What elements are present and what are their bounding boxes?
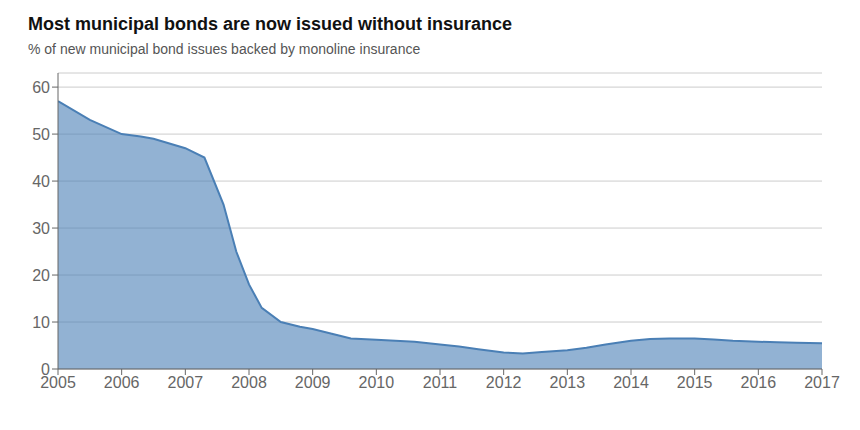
svg-text:0: 0 — [41, 361, 50, 378]
svg-text:2014: 2014 — [613, 374, 649, 391]
svg-text:2017: 2017 — [804, 374, 840, 391]
svg-text:40: 40 — [32, 173, 50, 190]
svg-text:2008: 2008 — [231, 374, 267, 391]
svg-text:30: 30 — [32, 220, 50, 237]
svg-text:2012: 2012 — [486, 374, 522, 391]
svg-text:2010: 2010 — [359, 374, 395, 391]
svg-text:2015: 2015 — [677, 374, 713, 391]
svg-text:2006: 2006 — [104, 374, 140, 391]
html-text:Most municipal bonds are now i: Most municipal bonds are now issued with… — [28, 14, 513, 34]
html-text:% of new municipal bond issues: % of new municipal bond issues backed by… — [28, 41, 421, 57]
svg-text:10: 10 — [32, 314, 50, 331]
svg-text:2007: 2007 — [168, 374, 204, 391]
svg-text:50: 50 — [32, 126, 50, 143]
svg-text:60: 60 — [32, 79, 50, 96]
svg-text:2013: 2013 — [550, 374, 586, 391]
svg-text:2016: 2016 — [741, 374, 777, 391]
svg-text:2011: 2011 — [423, 374, 458, 391]
svg-text:2005: 2005 — [40, 374, 76, 392]
svg-text:20: 20 — [32, 267, 50, 284]
svg-text:2009: 2009 — [295, 374, 331, 391]
